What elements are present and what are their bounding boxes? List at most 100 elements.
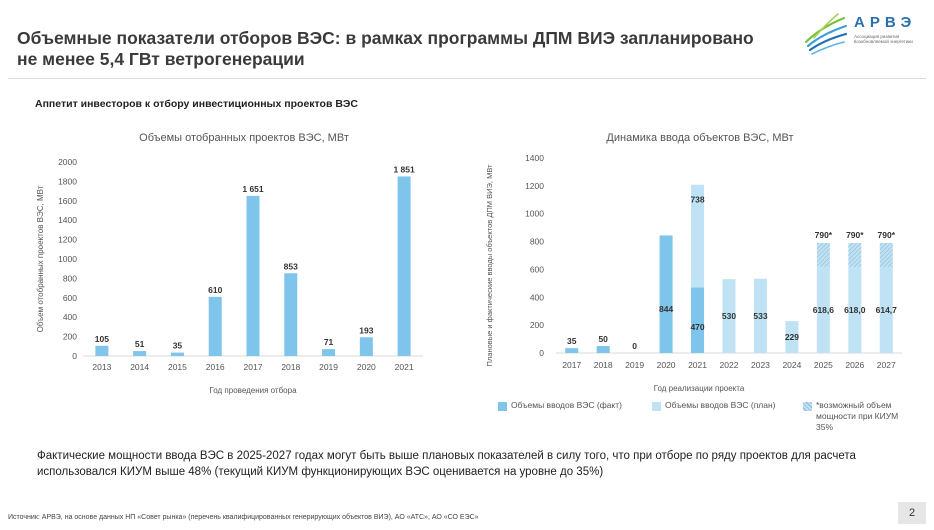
page-title: Объемные показатели отборов ВЭС: в рамка… (17, 28, 754, 69)
logo-emblem-icon (804, 13, 848, 55)
y-tick-label: 600 (63, 293, 77, 303)
data-label: 35 (567, 336, 577, 346)
x-tick-label: 2027 (877, 360, 896, 370)
data-label: 71 (324, 337, 334, 347)
legend-label-fact: Объемы вводов ВЭС (факт) (511, 400, 622, 410)
y-tick-label: 1800 (58, 176, 77, 186)
logo-name: АРВЭ (854, 14, 917, 31)
y-tick-label: 400 (63, 312, 77, 322)
data-label: 1 651 (242, 184, 264, 194)
bar (133, 351, 147, 356)
y-tick-label: 1000 (525, 209, 544, 219)
data-label: 530 (722, 311, 736, 321)
data-label: 614,7 (876, 305, 898, 315)
data-label: 105 (95, 334, 109, 344)
y-tick-label: 1400 (58, 215, 77, 225)
bar (246, 195, 260, 356)
y-tick-label: 1200 (525, 181, 544, 191)
data-label: 193 (359, 325, 373, 335)
x-tick-label: 2018 (594, 360, 613, 370)
bar (397, 176, 411, 356)
data-label: 790* (815, 230, 833, 240)
logo-subtitle: Ассоциация развития возобновляемой энерг… (854, 34, 913, 44)
x-tick-label: 2019 (319, 362, 338, 372)
x-tick-label: 2018 (281, 362, 300, 372)
data-label: 0 (632, 341, 637, 351)
legend-swatch-plan (652, 402, 661, 411)
bar-segment (596, 346, 610, 353)
bar-segment (691, 287, 705, 353)
y-tick-label: 400 (530, 292, 544, 302)
x-tick-label: 2023 (751, 360, 770, 370)
y-tick-label: 0 (539, 348, 544, 358)
data-label: 844 (659, 304, 673, 314)
bar (284, 273, 298, 356)
data-label: 790* (846, 230, 864, 240)
data-label: 533 (753, 311, 767, 321)
x-axis-label: Год проведения отбора (209, 386, 297, 395)
logo: АРВЭ Ассоциация развития возобновляемой … (800, 8, 925, 60)
data-label: 790* (878, 230, 896, 240)
bar-segment (691, 184, 705, 288)
bar (359, 337, 373, 356)
x-tick-label: 2021 (395, 362, 414, 372)
data-label: 618,6 (813, 305, 835, 315)
data-label: 738 (690, 195, 704, 205)
x-tick-label: 2026 (845, 360, 864, 370)
y-tick-label: 1400 (525, 153, 544, 163)
bar-segment (816, 266, 830, 353)
x-tick-label: 2015 (168, 362, 187, 372)
data-label: 610 (208, 285, 222, 295)
y-axis-label: Объем отобранных проектов ВЭС, МВт (36, 185, 45, 332)
data-label: 470 (690, 322, 704, 332)
x-tick-label: 2025 (814, 360, 833, 370)
y-tick-label: 0 (72, 351, 77, 361)
y-tick-label: 1200 (58, 235, 77, 245)
x-tick-label: 2014 (130, 362, 149, 372)
footnote-text: Фактические мощности ввода ВЭС в 2025-20… (37, 450, 856, 478)
y-tick-label: 800 (530, 237, 544, 247)
bar-segment (879, 242, 893, 268)
bar-segment (879, 267, 893, 353)
legend-swatch-fact (498, 402, 507, 411)
x-tick-label: 2022 (720, 360, 739, 370)
bar (322, 349, 336, 356)
bar-segment (659, 235, 673, 353)
y-tick-label: 200 (63, 332, 77, 342)
x-tick-label: 2021 (688, 360, 707, 370)
chart-commissioning-dynamics: Динамика ввода объектов ВЭС, МВт Плановые… (485, 132, 902, 393)
bar-segment (848, 242, 862, 267)
bar-segment (785, 321, 799, 353)
x-tick-label: 2019 (625, 360, 644, 370)
data-label: 50 (598, 334, 608, 344)
data-label: 853 (284, 261, 298, 271)
bar-segment (722, 279, 736, 353)
y-tick-label: 1600 (58, 196, 77, 206)
bar (170, 352, 184, 356)
chart-selected-projects: Объемы отобранных проектов ВЭС, МВт Объем… (36, 132, 423, 395)
header-divider (8, 78, 926, 79)
x-tick-label: 2020 (357, 362, 376, 372)
y-tick-label: 2000 (58, 157, 77, 167)
data-label: 35 (173, 341, 183, 351)
legend-label-possible: *возможный объем мощности при КИУМ 35% (816, 400, 899, 432)
x-tick-label: 2024 (782, 360, 801, 370)
data-label: 618,0 (844, 305, 866, 315)
legend-label-plan: Объемы вводов ВЭС (план) (665, 400, 776, 410)
y-tick-label: 800 (63, 273, 77, 283)
x-tick-label: 2017 (244, 362, 263, 372)
x-tick-label: 2017 (562, 360, 581, 370)
y-tick-label: 200 (530, 320, 544, 330)
x-tick-label: 2020 (657, 360, 676, 370)
bar-segment (848, 266, 862, 353)
bar (95, 345, 109, 356)
data-label: 1 851 (393, 164, 415, 174)
page-number: 2 (898, 502, 926, 524)
bar-segment (753, 278, 767, 353)
bar (208, 296, 222, 356)
data-label: 51 (135, 339, 145, 349)
x-tick-label: 2013 (92, 362, 111, 372)
bar-segment (816, 242, 830, 267)
y-tick-label: 1000 (58, 254, 77, 264)
y-axis-label: Плановые и фактические вводы объектов ДП… (485, 164, 494, 367)
